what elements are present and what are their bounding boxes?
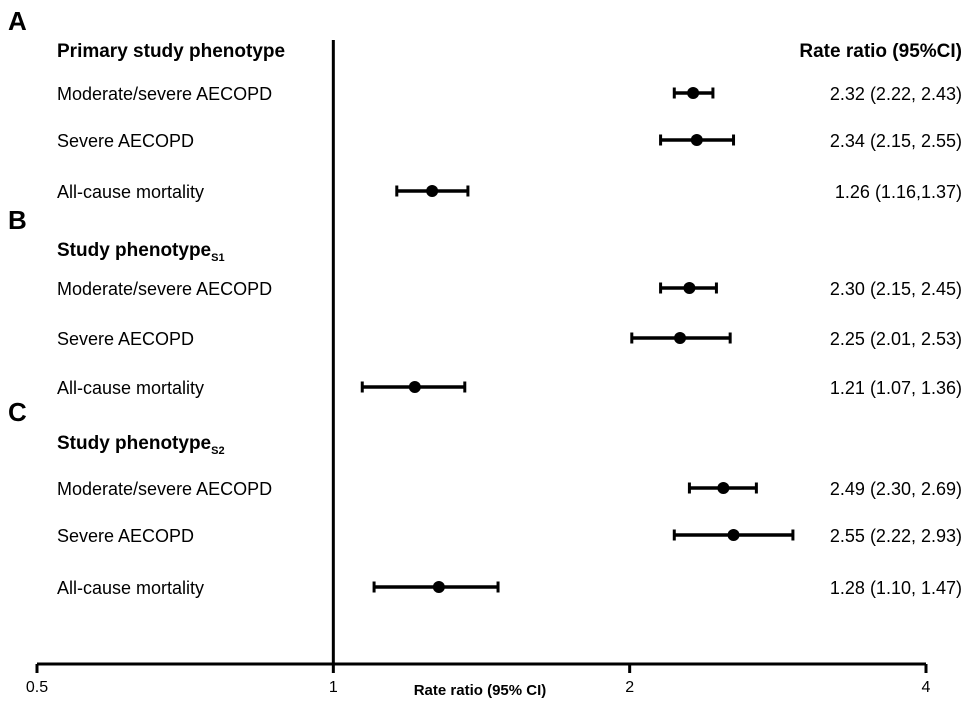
- row-value-text: 2.32 (2.22, 2.43): [830, 84, 962, 104]
- point-estimate: [687, 87, 700, 99]
- panel-heading-text: Primary study phenotype: [57, 41, 285, 62]
- panel-heading-subscript: S1: [211, 252, 224, 264]
- row-value-text: 2.49 (2.30, 2.69): [830, 479, 962, 499]
- row-value-text: 2.30 (2.15, 2.45): [830, 279, 962, 299]
- panel-heading-text: Study phenotype: [57, 240, 211, 261]
- row-value-text: 1.28 (1.10, 1.47): [830, 578, 962, 598]
- row-value-text: 2.25 (2.01, 2.53): [830, 329, 962, 349]
- point-estimate: [717, 482, 730, 494]
- row-label: Moderate/severe AECOPD: [57, 84, 272, 104]
- row-value-text: 1.26 (1.16,1.37): [835, 182, 962, 202]
- row-value-text: 1.21 (1.07, 1.36): [830, 378, 962, 398]
- x-axis: 0.5 1 2 4: [26, 40, 931, 696]
- row-label: All-cause mortality: [57, 182, 204, 202]
- value-column-header: Rate ratio (95%CI): [799, 41, 962, 62]
- x-axis-title: Rate ratio (95% CI): [414, 682, 547, 699]
- row-label: Severe AECOPD: [57, 329, 194, 349]
- row-label: Moderate/severe AECOPD: [57, 479, 272, 499]
- x-tick-label: 0.5: [26, 679, 48, 696]
- point-estimate: [408, 381, 421, 393]
- panel-letter: B: [8, 205, 27, 235]
- x-tick-label: 2: [625, 679, 634, 696]
- marks-layer: [360, 87, 795, 593]
- row-label: Severe AECOPD: [57, 526, 194, 546]
- row-label: All-cause mortality: [57, 578, 204, 598]
- panel-letter: A: [8, 6, 27, 36]
- row-label: Severe AECOPD: [57, 131, 194, 151]
- point-estimate: [690, 134, 703, 146]
- row-value-text: 2.55 (2.22, 2.93): [830, 526, 962, 546]
- x-tick-label: 4: [922, 679, 931, 696]
- point-estimate: [426, 185, 439, 197]
- row-value-text: 2.34 (2.15, 2.55): [830, 131, 962, 151]
- point-estimate: [432, 581, 445, 593]
- panel-heading-text: Study phenotype: [57, 433, 211, 454]
- point-estimate: [727, 529, 740, 541]
- panel-heading: Primary study phenotype: [57, 41, 285, 62]
- point-estimate: [674, 332, 687, 344]
- row-label: All-cause mortality: [57, 378, 204, 398]
- panel-heading: Study phenotypeS1: [57, 240, 225, 264]
- point-estimate: [683, 282, 696, 294]
- x-tick-label: 1: [329, 679, 338, 696]
- panel-letter: C: [8, 397, 27, 427]
- row-label: Moderate/severe AECOPD: [57, 279, 272, 299]
- panel-heading: Study phenotypeS2: [57, 433, 225, 457]
- panel-heading-subscript: S2: [211, 445, 224, 457]
- labels-layer: A Primary study phenotype Moderate/severe …: [8, 6, 962, 598]
